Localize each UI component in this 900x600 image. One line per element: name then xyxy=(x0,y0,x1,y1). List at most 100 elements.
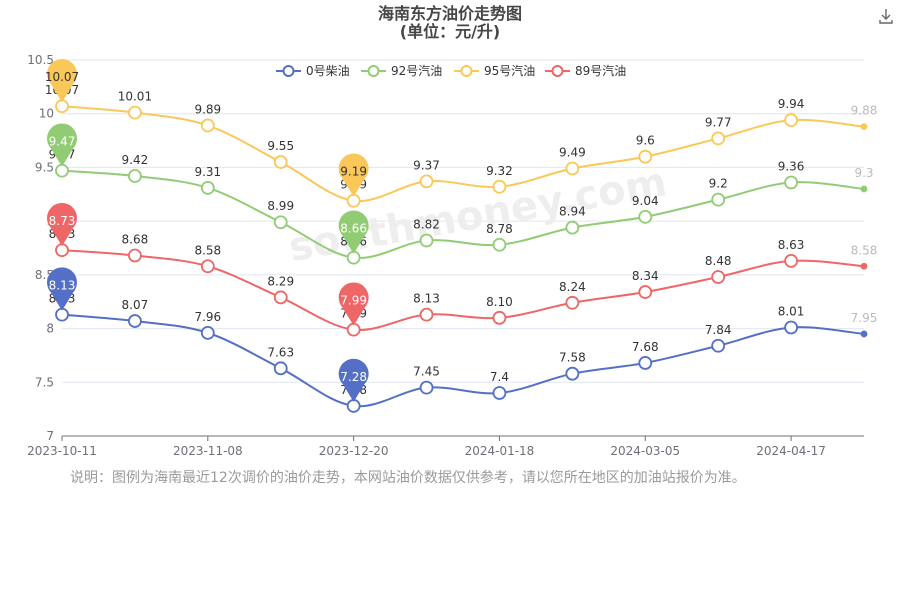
data-label: 9.42 xyxy=(122,153,149,167)
data-label: 7.63 xyxy=(267,345,294,359)
data-point xyxy=(200,180,215,195)
data-point xyxy=(128,314,142,328)
data-point xyxy=(638,285,653,299)
series-3: 10.0710.019.899.559.199.379.329.499.69.7… xyxy=(45,83,877,208)
data-point xyxy=(638,149,653,164)
data-point xyxy=(200,325,215,340)
max-pin: 10.07 xyxy=(45,58,79,103)
data-point xyxy=(492,310,507,325)
min-pin: 7.28 xyxy=(338,358,369,402)
y-tick-label: 9.5 xyxy=(35,160,54,174)
data-label: 8.68 xyxy=(122,233,149,247)
data-label: 7.4 xyxy=(490,370,509,384)
download-icon[interactable] xyxy=(876,6,896,26)
data-point xyxy=(711,131,726,146)
data-label: 9.3 xyxy=(854,166,873,180)
data-label: 9.32 xyxy=(486,164,513,178)
data-point xyxy=(128,248,142,263)
data-point xyxy=(419,233,434,248)
chart-subtitle: (单位：元/升) xyxy=(399,22,501,41)
data-point xyxy=(860,262,868,270)
data-label: 10.01 xyxy=(118,90,152,104)
data-label: 7.96 xyxy=(194,310,221,324)
pin-label: 9.47 xyxy=(49,135,76,149)
pin-shape xyxy=(46,123,77,167)
data-label: 9.94 xyxy=(778,97,805,111)
data-label: 9.49 xyxy=(559,146,586,160)
data-label: 9.04 xyxy=(632,194,659,208)
legend-item-4[interactable]: 89号汽油 xyxy=(545,63,626,78)
max-pin: 8.13 xyxy=(47,267,77,311)
line-chart: southmoney.com 77.588.599.51010.52023-10… xyxy=(27,53,878,458)
data-point xyxy=(784,253,798,268)
data-label: 9.6 xyxy=(636,134,655,148)
data-point xyxy=(784,113,798,128)
data-label: 8.07 xyxy=(122,298,149,312)
legend-item-2[interactable]: 92号汽油 xyxy=(361,63,442,78)
y-tick-label: 10.5 xyxy=(27,53,54,67)
data-label: 9.55 xyxy=(267,139,294,153)
legend-label: 95号汽油 xyxy=(484,63,535,78)
data-label: 9.89 xyxy=(194,103,221,117)
chart-note: 说明：图例为海南最近12次调价的油价走势，本网站油价数据仅供参考，请以您所在地区… xyxy=(70,470,746,486)
data-point xyxy=(565,366,580,381)
data-point xyxy=(860,330,868,338)
data-label: 8.78 xyxy=(486,222,513,236)
legend-symbol xyxy=(551,65,564,77)
min-pin: 8.66 xyxy=(338,210,369,254)
data-point xyxy=(419,380,434,395)
grid-lines xyxy=(62,59,864,383)
data-point xyxy=(273,290,288,305)
data-point xyxy=(273,361,288,376)
x-tick-label: 2023-11-08 xyxy=(173,444,243,458)
data-label: 7.84 xyxy=(705,323,732,337)
data-label: 8.10 xyxy=(486,295,513,309)
legend-item-1[interactable]: 0号柴油 xyxy=(276,64,350,78)
pin-label: 7.28 xyxy=(340,370,367,384)
data-point xyxy=(784,320,798,335)
data-point xyxy=(419,174,434,189)
legend[interactable]: 0号柴油 92号汽油 95号汽油 89号汽油 xyxy=(276,63,626,78)
y-tick-label: 8 xyxy=(46,322,54,336)
data-label: 7.95 xyxy=(851,311,878,325)
data-label: 8.34 xyxy=(632,269,659,283)
legend-item-3[interactable]: 95号汽油 xyxy=(454,63,535,78)
data-point xyxy=(200,259,215,274)
min-pin: 9.19 xyxy=(338,153,369,197)
series-1: 8.13 8.07 7.96 7.63 7.28 7.45 7.4 7.58 7.68 7.84 8… xyxy=(49,292,878,413)
data-point xyxy=(128,169,142,183)
data-label: 9.36 xyxy=(778,159,805,173)
data-label: 8.01 xyxy=(778,304,805,318)
data-point xyxy=(565,161,580,176)
data-point xyxy=(273,155,288,169)
series-line xyxy=(61,249,865,331)
series-4: 8.738.688.588.297.998.138.108.248.348.48… xyxy=(49,227,878,337)
max-pin: 9.47 xyxy=(46,123,77,167)
x-tick-label: 2024-01-18 xyxy=(465,444,535,458)
data-label: 8.63 xyxy=(778,238,805,252)
pin-label: 8.66 xyxy=(340,222,367,236)
axes: 77.588.599.51010.52023-10-112023-11-0820… xyxy=(27,53,864,458)
data-label: 9.31 xyxy=(194,165,221,179)
data-point xyxy=(711,270,726,284)
y-tick-label: 7.5 xyxy=(35,375,54,389)
data-point xyxy=(492,386,507,400)
pin-label: 10.07 xyxy=(45,70,79,84)
legend-label: 92号汽油 xyxy=(391,63,442,78)
x-tick-label: 2024-04-17 xyxy=(756,444,826,458)
pin-label: 9.19 xyxy=(340,165,367,179)
data-label: 8.58 xyxy=(194,243,221,257)
pin-label: 7.99 xyxy=(340,294,367,308)
data-label: 9.2 xyxy=(709,177,728,191)
data-point xyxy=(860,123,868,131)
data-point xyxy=(638,356,653,370)
data-label: 8.29 xyxy=(267,274,294,288)
data-label: 8.58 xyxy=(851,243,878,257)
data-label: 8.94 xyxy=(559,205,586,219)
data-point xyxy=(860,185,868,193)
data-label: 7.45 xyxy=(413,365,440,379)
data-point xyxy=(565,220,580,235)
data-point xyxy=(565,295,580,310)
data-point xyxy=(711,192,726,207)
legend-label: 89号汽油 xyxy=(575,63,626,78)
